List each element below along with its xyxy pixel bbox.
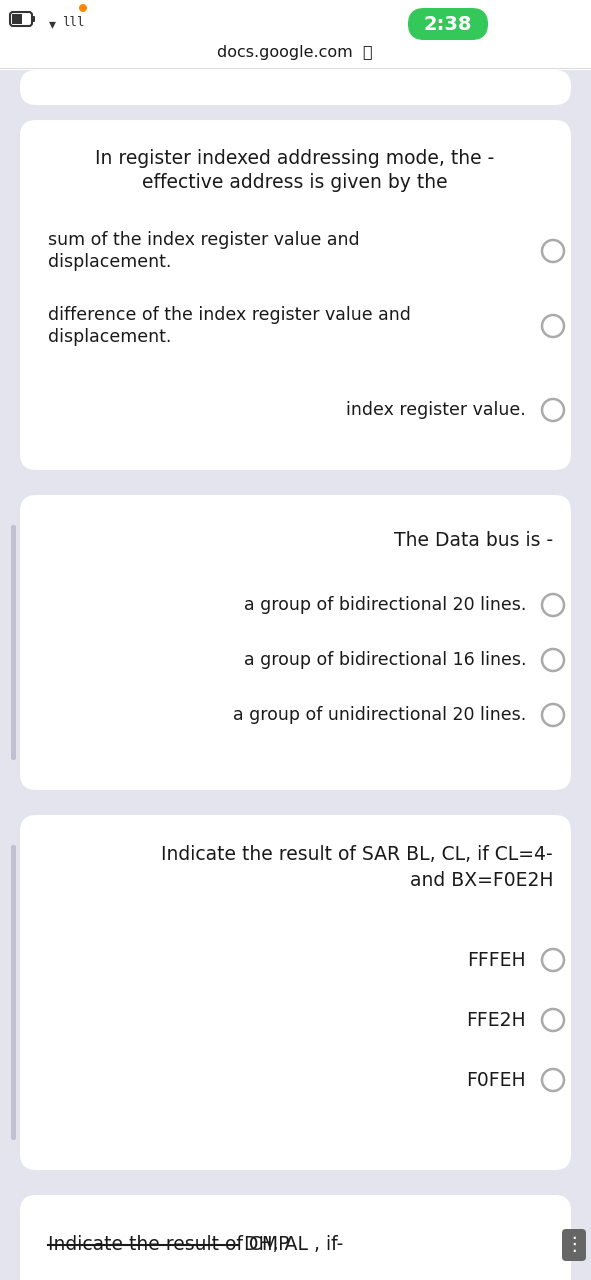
- Text: difference of the index register value and: difference of the index register value a…: [48, 306, 411, 324]
- Text: sum of the index register value and: sum of the index register value and: [48, 230, 360, 250]
- Text: FFE2H: FFE2H: [466, 1010, 526, 1029]
- Text: lll: lll: [61, 15, 85, 28]
- Circle shape: [79, 4, 87, 12]
- Text: ⋮: ⋮: [564, 1235, 584, 1254]
- FancyBboxPatch shape: [562, 1229, 586, 1261]
- FancyBboxPatch shape: [20, 120, 571, 470]
- Text: displacement.: displacement.: [48, 328, 171, 346]
- FancyBboxPatch shape: [32, 15, 35, 22]
- Text: a group of bidirectional 20 lines.: a group of bidirectional 20 lines.: [243, 596, 526, 614]
- Text: effective address is given by the: effective address is given by the: [142, 173, 448, 192]
- FancyBboxPatch shape: [12, 14, 22, 24]
- Text: a group of unidirectional 20 lines.: a group of unidirectional 20 lines.: [233, 707, 526, 724]
- Text: 2:38: 2:38: [424, 14, 472, 33]
- FancyBboxPatch shape: [20, 495, 571, 790]
- Text: index register value.: index register value.: [346, 401, 526, 419]
- Text: In register indexed addressing mode, the -: In register indexed addressing mode, the…: [95, 148, 495, 168]
- Text: displacement.: displacement.: [48, 253, 171, 271]
- Text: DH, AL , if-: DH, AL , if-: [238, 1235, 343, 1254]
- Text: a group of bidirectional 16 lines.: a group of bidirectional 16 lines.: [243, 652, 526, 669]
- Text: The Data bus is -: The Data bus is -: [394, 530, 553, 549]
- FancyBboxPatch shape: [20, 815, 571, 1170]
- FancyBboxPatch shape: [11, 845, 16, 1140]
- Text: FFFEH: FFFEH: [467, 951, 526, 969]
- Text: Indicate the result of CMP: Indicate the result of CMP: [48, 1235, 290, 1254]
- Text: Indicate the result of SAR BL, CL, if CL=4-: Indicate the result of SAR BL, CL, if CL…: [161, 846, 553, 864]
- Text: ▾: ▾: [48, 17, 56, 31]
- Text: F0FEH: F0FEH: [466, 1070, 526, 1089]
- FancyBboxPatch shape: [20, 1196, 571, 1280]
- FancyBboxPatch shape: [408, 8, 488, 40]
- Text: docs.google.com  🔒: docs.google.com 🔒: [217, 45, 373, 59]
- FancyBboxPatch shape: [0, 0, 591, 70]
- FancyBboxPatch shape: [11, 525, 16, 760]
- FancyBboxPatch shape: [20, 70, 571, 105]
- Text: and BX=F0E2H: and BX=F0E2H: [410, 870, 553, 890]
